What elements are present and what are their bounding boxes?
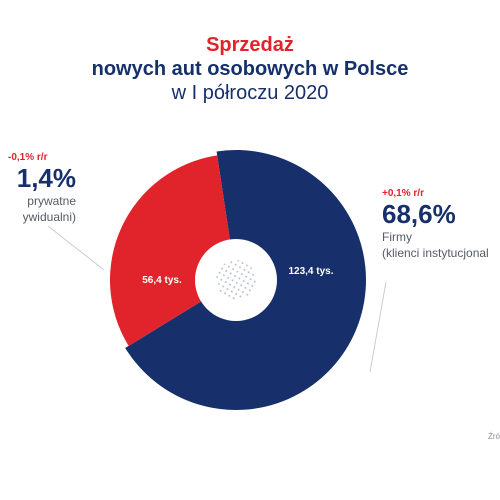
chart-title: Sprzedaż nowych aut osobowych w Polsce w… bbox=[0, 33, 500, 105]
callout-firmy-label-2: (klienci instytucjonal bbox=[382, 246, 489, 260]
callout-prywatni-label-2: ywidualni) bbox=[22, 210, 76, 224]
slice-label-prywatni: 56,4 tys. bbox=[142, 275, 182, 286]
right-leader-line bbox=[369, 281, 387, 373]
left-leader-line bbox=[47, 225, 105, 271]
title-line-2: nowych aut osobowych w Polsce bbox=[91, 58, 409, 80]
callout-prywatni: -0,1% r/r 1,4% prywatne ywidualni) bbox=[0, 152, 76, 225]
callout-prywatni-label-1: prywatne bbox=[27, 194, 76, 208]
callout-prywatni-change: -0,1% r/r bbox=[8, 152, 48, 163]
slice-label-firmy: 123,4 tys. bbox=[288, 266, 333, 277]
hole-logo bbox=[216, 260, 256, 300]
source-note: Źró bbox=[488, 432, 500, 441]
title-line-3: w I półroczu 2020 bbox=[171, 82, 329, 104]
title-line-1: Sprzedaż bbox=[206, 34, 294, 56]
callout-firmy: +0,1% r/r 68,6% Firmy (klienci instytucj… bbox=[382, 188, 500, 261]
callout-firmy-percent: 68,6% bbox=[382, 199, 456, 229]
callout-firmy-change: +0,1% r/r bbox=[382, 188, 424, 199]
callout-prywatni-percent: 1,4% bbox=[16, 163, 76, 193]
callout-firmy-label-1: Firmy bbox=[382, 230, 412, 244]
